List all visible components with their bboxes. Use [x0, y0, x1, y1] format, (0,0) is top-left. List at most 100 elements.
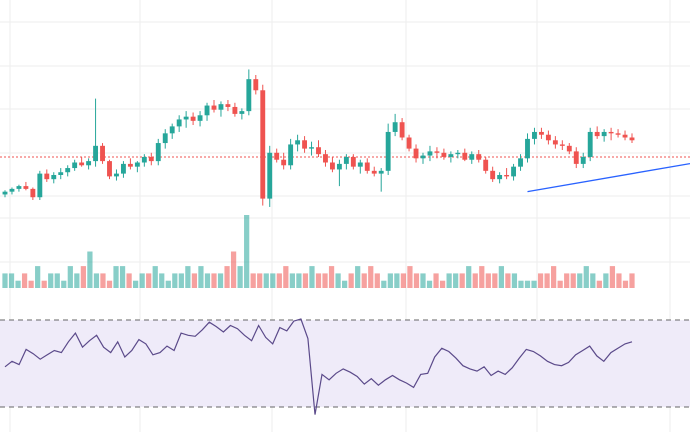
volume-bar	[583, 266, 589, 288]
volume-bar	[426, 280, 433, 288]
candle-body	[476, 154, 482, 160]
candle-body	[566, 145, 572, 152]
candle-body	[211, 105, 217, 110]
volume-bar	[596, 280, 602, 288]
candle-body	[232, 106, 238, 114]
candle-body	[343, 156, 349, 164]
volume-bar	[629, 273, 635, 288]
volume-bar	[244, 215, 250, 288]
volume-bar	[224, 266, 230, 288]
volume-bar	[217, 273, 224, 288]
volume-bar	[250, 273, 256, 288]
candle-body	[58, 172, 64, 175]
candle-body	[580, 156, 586, 164]
volume-bar	[387, 273, 393, 288]
volume-bar	[263, 273, 269, 288]
candle-body	[218, 104, 224, 110]
volume-bar	[185, 266, 191, 288]
volume-bar	[113, 266, 119, 288]
candle-body	[525, 138, 530, 159]
volume-bar	[557, 280, 563, 288]
candle-body	[622, 134, 628, 138]
volume-bar	[237, 266, 243, 288]
candle-body	[427, 151, 433, 156]
volume-bar	[413, 273, 420, 288]
candle-body	[573, 151, 579, 164]
candle-body	[204, 105, 210, 116]
volume-bar	[609, 266, 616, 288]
candle-body	[65, 168, 71, 173]
volume-bar	[2, 273, 8, 288]
volume-bar	[48, 273, 54, 288]
volume-bar	[407, 266, 413, 288]
volume-bar	[603, 273, 609, 288]
volume-bar	[15, 280, 21, 288]
candle-body	[72, 162, 78, 169]
trendline	[527, 162, 690, 193]
volume-bar	[590, 273, 596, 288]
candle-body	[162, 133, 168, 144]
volume-bar	[544, 273, 550, 288]
candle-body	[406, 137, 412, 149]
candle-body	[392, 122, 398, 132]
volume-bar	[616, 273, 622, 288]
candle-body	[239, 111, 245, 114]
candle-body	[420, 155, 426, 159]
candle-body	[434, 151, 440, 153]
candle-body	[30, 188, 36, 198]
volume-bar	[198, 266, 204, 288]
volume-bar	[87, 251, 93, 288]
candle-body	[44, 173, 50, 180]
candle-body	[127, 163, 133, 167]
volume-bar	[531, 280, 537, 288]
volume-bar	[283, 266, 289, 288]
candle-body	[518, 158, 523, 167]
candle-body	[594, 131, 600, 137]
candle-body	[497, 175, 503, 180]
volume-bar	[61, 280, 67, 288]
volume-bar	[446, 273, 452, 288]
volume-bar	[335, 273, 341, 288]
candle-body	[309, 147, 314, 149]
volume-bar	[35, 266, 41, 288]
volume-bar	[622, 280, 629, 288]
candle-body	[629, 137, 635, 141]
candle-body	[288, 144, 294, 166]
candle-body	[246, 79, 252, 112]
volume-bar	[146, 273, 152, 288]
volume-bar	[296, 273, 302, 288]
volume-bar	[485, 273, 491, 288]
candle-body	[350, 156, 356, 167]
candle-body	[295, 140, 301, 145]
candle-body	[267, 152, 273, 199]
candle-body	[302, 140, 308, 149]
candle-body	[448, 154, 454, 157]
volume-bar	[133, 280, 139, 288]
candle-body	[93, 145, 99, 162]
candle-body	[385, 131, 391, 171]
volume-bar	[80, 266, 86, 288]
candle-body	[587, 131, 593, 157]
candle-body	[329, 162, 335, 170]
volume-bar	[368, 266, 374, 288]
candle-body	[9, 188, 15, 192]
volume-bar	[28, 280, 34, 288]
candle-body	[483, 159, 489, 171]
candle-body	[399, 122, 405, 138]
volume-bar	[211, 273, 217, 288]
volume-bar	[289, 273, 295, 288]
volume-bar	[230, 251, 237, 288]
candle-body	[504, 175, 510, 177]
volume-bar	[93, 273, 100, 288]
candle-body	[336, 163, 342, 170]
volume-bar	[466, 266, 472, 288]
candle-body	[155, 143, 161, 162]
volume-bar	[355, 266, 361, 288]
volume-bar	[381, 280, 387, 288]
volume-bar	[309, 266, 315, 288]
volume-bar	[577, 273, 583, 288]
candle-body	[441, 152, 447, 157]
volume-bar	[322, 273, 328, 288]
candle-body	[413, 148, 419, 159]
volume-bar	[433, 273, 439, 288]
